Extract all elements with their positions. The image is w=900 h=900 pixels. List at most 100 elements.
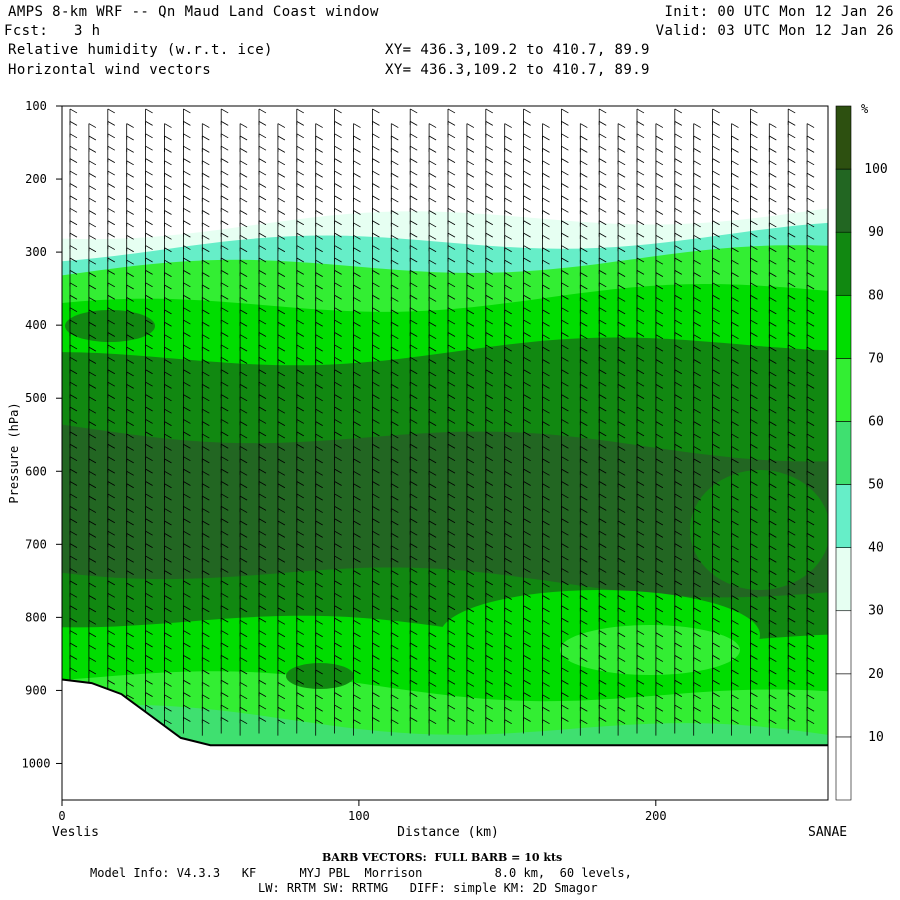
wind-barb-flag [428, 272, 437, 277]
wind-barb-flag [674, 481, 682, 486]
wind-barb-flag [447, 270, 456, 275]
wind-barb-flag [485, 543, 493, 548]
wind-barb-flag [693, 669, 701, 675]
wind-barb-flag [466, 259, 475, 265]
wind-barb-flag [636, 195, 645, 201]
wind-barb-flag [504, 694, 512, 700]
wind-barb-flag [712, 270, 720, 275]
wind-barb-flag [542, 483, 550, 489]
wind-barb-flag [806, 371, 815, 377]
wind-barb-flag [145, 282, 153, 288]
wind-barb-flag [485, 530, 493, 536]
wind-barb-flag [769, 135, 777, 141]
wind-barb-flag [447, 245, 456, 250]
wind-barb-flag [561, 207, 569, 213]
wind-barb-flag [447, 642, 456, 648]
wind-barb-flag [806, 470, 815, 476]
wind-barb-flag [523, 145, 531, 151]
wind-barb-flag [504, 557, 512, 563]
wind-barb-flag [315, 657, 323, 662]
wind-barb-flag [617, 284, 626, 290]
wind-barb-flag [88, 334, 97, 340]
wind-barb-flag [561, 630, 569, 635]
wind-barb-flag [674, 493, 682, 499]
wind-barb-flag [523, 655, 531, 660]
wind-barb-flag [712, 232, 720, 238]
wind-barb-flag [353, 334, 361, 340]
wind-barb-flag [277, 346, 286, 352]
wind-barb-flag [561, 655, 569, 660]
wind-barb-flag [69, 506, 78, 511]
wind-barb-flag [447, 195, 456, 201]
wind-barb-flag [428, 557, 437, 563]
wind-barb-flag [750, 332, 758, 337]
wind-barb-flag [239, 619, 248, 625]
wind-barb-flag [523, 220, 531, 226]
wind-barb-flag [655, 533, 664, 538]
barb-note: BARB VECTORS: FULL BARB = 10 kts [322, 851, 563, 864]
wind-barb-flag [655, 421, 664, 426]
wind-barb-flag [674, 406, 682, 412]
wind-barb-flag [315, 632, 323, 638]
wind-barb-flag [806, 234, 815, 240]
wind-barb-flag [69, 605, 78, 611]
wind-barb-flag [636, 344, 645, 350]
wind-barb-flag [617, 682, 626, 687]
wind-barb-flag [447, 667, 456, 673]
wind-barb-flag [542, 309, 550, 315]
rh-fill-layers [62, 106, 828, 793]
wind-barb-flag [806, 682, 815, 687]
wind-barb-flag [353, 234, 361, 240]
wind-barb-flag [239, 446, 248, 451]
wind-barb-flag [617, 185, 626, 191]
wind-barb-flag [107, 568, 115, 573]
wind-barb-flag [258, 592, 267, 598]
wind-barb-flag [126, 446, 134, 451]
wind-barb-flag [334, 145, 342, 151]
wind-barb-flag [731, 272, 739, 277]
y-tick-label: 1000 [22, 756, 51, 770]
wind-barb-flag [712, 257, 720, 263]
wind-barb-flag [674, 158, 682, 163]
wind-barb-flag [599, 307, 607, 313]
wind-barb-flag [599, 481, 607, 486]
wind-barb-flag [731, 172, 739, 178]
wind-barb-flag [126, 222, 134, 228]
wind-barb-flag [372, 568, 380, 573]
wind-barb-flag [561, 245, 569, 250]
wind-barb-flag [221, 580, 229, 586]
wind-barb-flag [258, 108, 267, 114]
wind-barb-flag [277, 247, 286, 253]
wind-barb-flag [636, 655, 645, 660]
wind-barb-flag [447, 518, 456, 524]
wind-barb-flag [277, 272, 286, 277]
wind-barb-flag [523, 108, 531, 114]
wind-barb-flag [693, 297, 701, 302]
wind-barb-flag [788, 431, 796, 437]
wind-barb-flag [277, 632, 286, 638]
wind-barb-flag [315, 458, 323, 464]
wind-barb-flag [655, 297, 664, 302]
wind-barb-flag [466, 458, 475, 464]
wind-barb-flag [485, 282, 493, 288]
wind-barb-flag [712, 356, 720, 362]
wind-barb-flag [447, 220, 456, 226]
wind-barb-flag [655, 384, 664, 389]
wind-barb-flag [391, 470, 399, 476]
wind-barb-flag [410, 580, 418, 586]
wind-barb-flag [655, 595, 664, 600]
wind-barb-flag [447, 506, 456, 511]
wind-barb-flag [466, 297, 475, 302]
wind-barb-flag [712, 344, 720, 350]
wind-barb-flag [806, 321, 815, 327]
wind-barb-flag [428, 172, 437, 178]
wind-barb-flag [655, 619, 664, 625]
wind-barb-flag [599, 456, 607, 462]
wind-barb-flag [769, 706, 777, 712]
wind-barb-flag [164, 495, 172, 501]
wind-barb-flag [636, 431, 645, 437]
wind-barb-flag [107, 356, 115, 362]
wind-barb-flag [428, 123, 437, 128]
wind-barb-flag [69, 617, 78, 623]
